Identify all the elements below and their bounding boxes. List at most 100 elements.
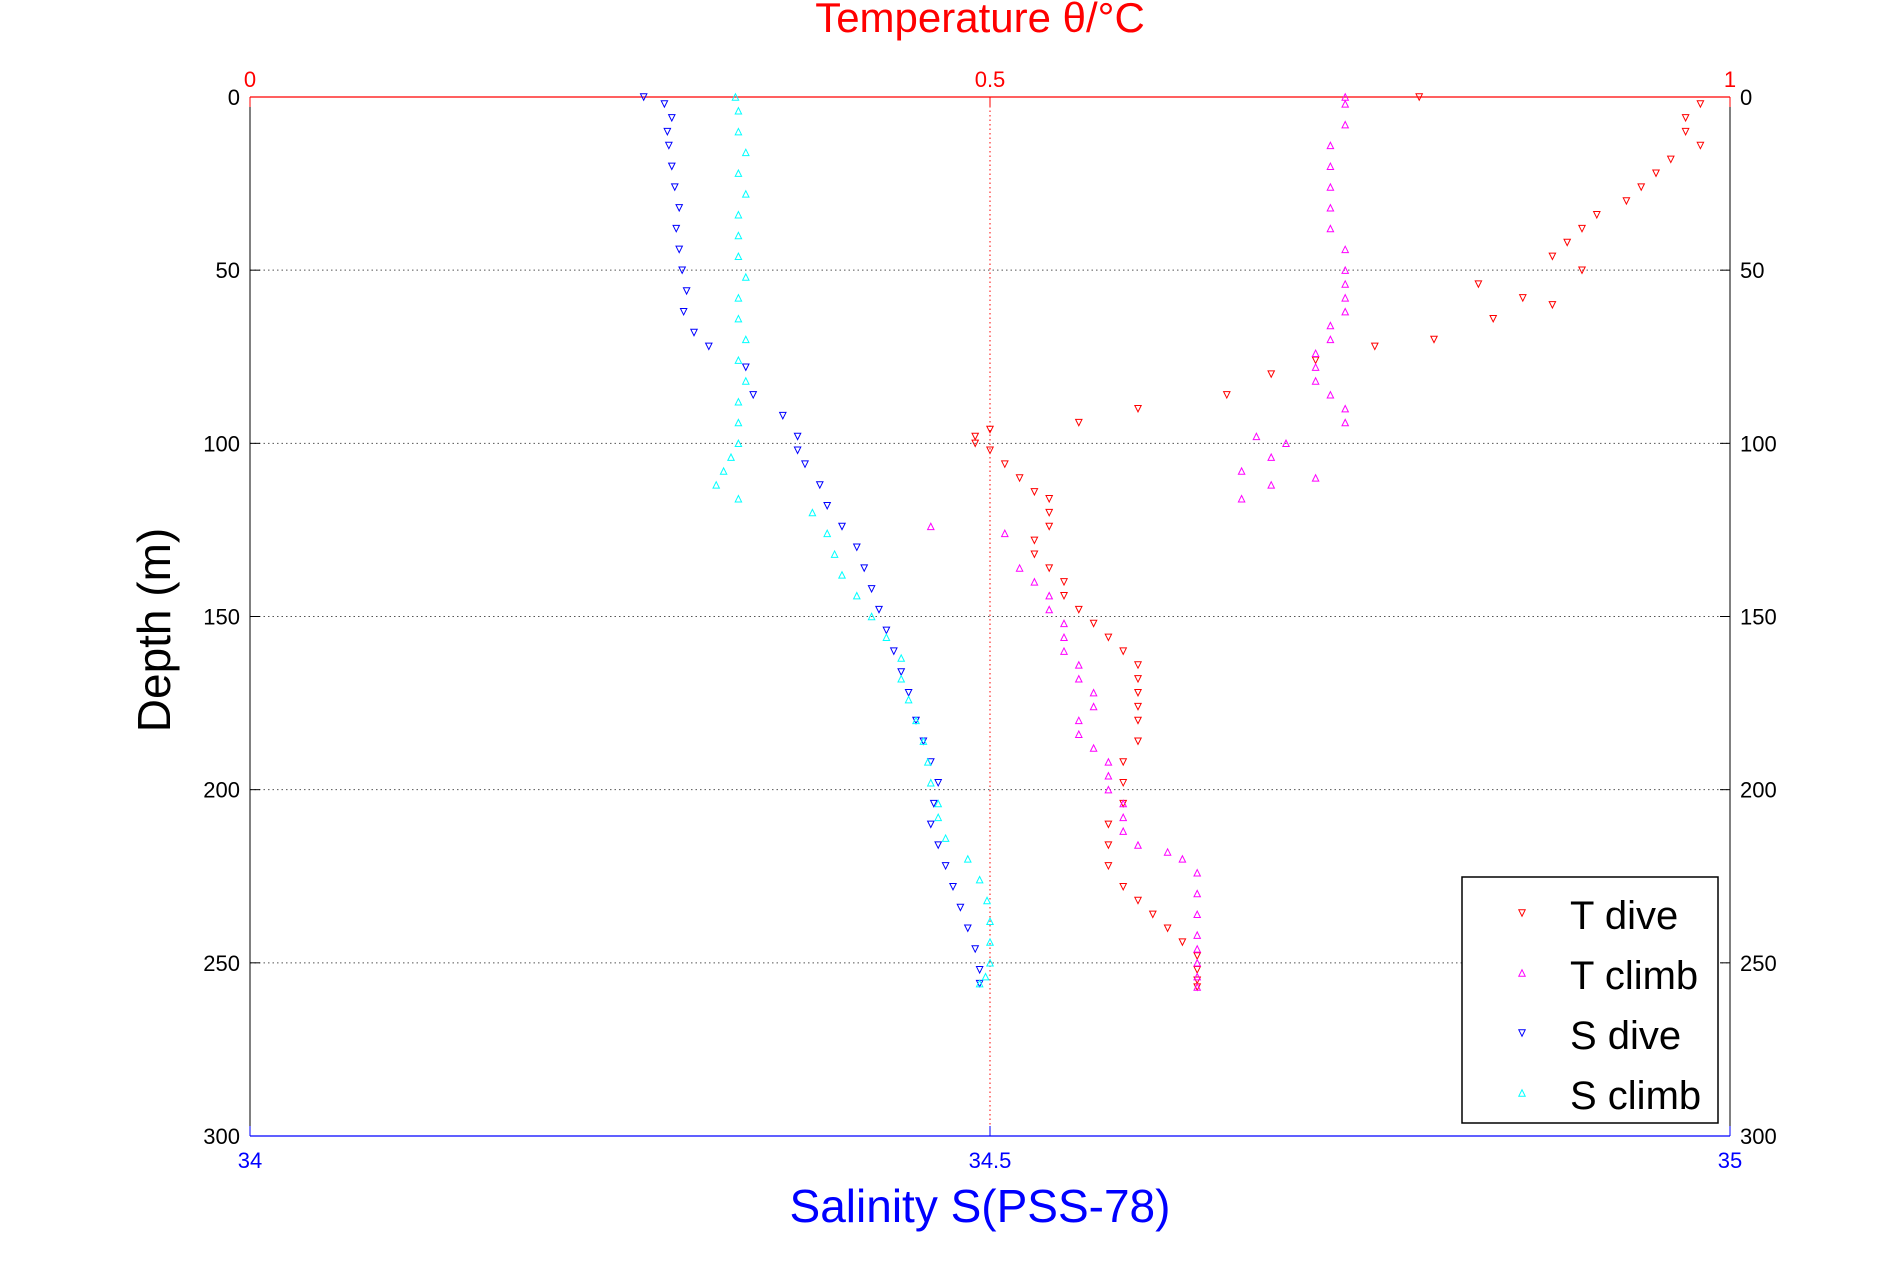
y-tick-label-left: 50 xyxy=(216,258,240,283)
data-point xyxy=(1696,141,1705,150)
data-point xyxy=(689,328,699,337)
data-point xyxy=(734,355,743,364)
data-point xyxy=(670,183,679,192)
data-point xyxy=(778,411,787,420)
top-tick-label: 1 xyxy=(1724,67,1736,92)
data-point xyxy=(1133,688,1143,698)
data-point xyxy=(897,653,906,662)
data-point xyxy=(1045,591,1054,600)
data-point xyxy=(1326,224,1335,233)
data-point xyxy=(793,432,802,441)
data-point xyxy=(971,945,980,954)
data-point xyxy=(867,585,876,594)
data-point xyxy=(1222,391,1231,400)
data-point xyxy=(1119,813,1128,822)
data-point xyxy=(1267,370,1276,379)
data-point xyxy=(712,480,721,489)
data-point xyxy=(1133,661,1143,670)
data-point xyxy=(1193,952,1202,961)
data-point xyxy=(734,418,743,427)
data-point xyxy=(1015,474,1024,483)
data-point xyxy=(1074,674,1083,683)
data-point xyxy=(860,564,869,573)
bottom-tick-label: 34.5 xyxy=(969,1148,1012,1173)
data-point xyxy=(1119,758,1128,767)
data-point xyxy=(1030,550,1039,559)
data-point xyxy=(1237,466,1246,475)
data-point xyxy=(1119,882,1128,891)
y-tick-label-left: 250 xyxy=(203,951,240,976)
data-point xyxy=(985,916,995,925)
y-tick-label-left: 0 xyxy=(228,85,240,110)
data-point xyxy=(1193,982,1202,991)
data-point xyxy=(971,432,980,441)
data-point xyxy=(1267,480,1276,489)
data-point xyxy=(1326,390,1335,399)
data-point xyxy=(867,612,876,621)
data-point xyxy=(1548,252,1557,261)
data-point xyxy=(1341,418,1350,427)
data-point xyxy=(741,148,750,157)
data-point xyxy=(741,363,750,372)
data-point xyxy=(1622,197,1631,206)
data-point xyxy=(682,287,691,296)
data-point xyxy=(1341,265,1350,274)
data-point xyxy=(823,529,832,538)
legend-marker xyxy=(1517,1088,1527,1097)
data-point xyxy=(1341,92,1350,101)
data-point xyxy=(830,549,839,558)
data-point xyxy=(1311,376,1320,385)
data-point xyxy=(1577,224,1587,233)
data-point xyxy=(1104,862,1113,871)
data-point xyxy=(808,508,817,517)
data-point xyxy=(793,446,802,455)
data-point xyxy=(1681,114,1690,123)
series-t-climb xyxy=(926,92,1350,991)
data-point xyxy=(874,605,884,614)
data-point xyxy=(1637,183,1646,192)
data-point xyxy=(911,716,921,725)
data-point xyxy=(1193,966,1202,975)
data-point xyxy=(1119,647,1128,656)
data-point xyxy=(734,127,743,136)
data-point xyxy=(639,93,648,102)
data-point xyxy=(985,958,995,967)
data-point xyxy=(948,882,958,891)
data-point xyxy=(1089,743,1098,752)
data-point xyxy=(1267,452,1276,461)
data-point xyxy=(926,522,935,531)
bottom-tick-label: 35 xyxy=(1718,1148,1742,1173)
data-point xyxy=(1178,854,1187,863)
legend-label: T climb xyxy=(1570,954,1698,998)
data-point xyxy=(1651,169,1661,178)
data-point xyxy=(1104,771,1113,780)
bottom-tick-label: 34 xyxy=(238,1148,262,1173)
y-tick-label-right: 150 xyxy=(1740,605,1777,630)
data-point xyxy=(1341,120,1350,129)
data-point xyxy=(919,736,928,745)
data-point xyxy=(926,820,935,829)
data-point xyxy=(734,168,743,177)
top-tick-label: 0.5 xyxy=(975,67,1006,92)
data-point xyxy=(1429,335,1439,344)
data-point xyxy=(734,397,743,406)
data-series xyxy=(639,92,1705,992)
data-point xyxy=(672,224,681,233)
data-point xyxy=(1133,675,1143,684)
data-point xyxy=(1030,577,1039,586)
data-point xyxy=(734,314,743,323)
data-point xyxy=(929,799,938,808)
data-point xyxy=(1415,93,1424,102)
data-point xyxy=(963,854,972,863)
data-point xyxy=(889,647,898,656)
data-point xyxy=(1089,688,1098,697)
data-point xyxy=(1074,660,1083,669)
data-point xyxy=(1074,729,1083,738)
data-point xyxy=(660,100,669,109)
legend-box xyxy=(1461,876,1719,1124)
data-point xyxy=(731,92,740,101)
data-point xyxy=(975,875,984,884)
data-point xyxy=(667,162,676,171)
data-point xyxy=(1577,266,1587,275)
data-point xyxy=(897,668,906,677)
